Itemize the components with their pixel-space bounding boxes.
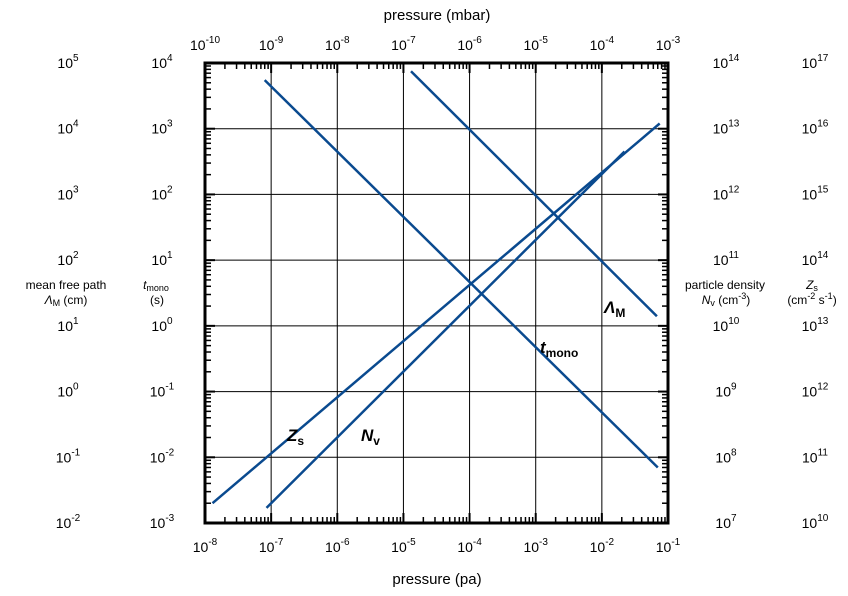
curve-nv (265, 150, 626, 509)
bottom-tick-label: 10-2 (590, 537, 615, 555)
density-axis-label-line2: Nv (cm-3) (702, 291, 751, 308)
mfp-tick-label: 101 (57, 316, 79, 334)
tmono-tick-label: 10-3 (150, 513, 175, 531)
zs-tick-label: 1012 (802, 382, 829, 400)
bottom-tick-label: 10-6 (325, 537, 350, 555)
curve-tmono (263, 79, 659, 469)
curve-zs (211, 122, 661, 505)
zs-tick-label: 1011 (802, 447, 828, 465)
top-tick-label: 10-6 (457, 35, 482, 53)
bottom-tick-label: 10-3 (523, 537, 548, 555)
zs-tick-label: 1015 (802, 184, 829, 202)
mfp-axis-label-line2: ΛM (cm) (44, 293, 88, 308)
top-tick-label: 10-5 (523, 35, 548, 53)
top-tick-label: 10-8 (325, 35, 350, 53)
density-tick-label: 107 (715, 513, 737, 531)
data-curves (211, 70, 661, 509)
tmono-axis-unit: (s) (150, 293, 164, 307)
tmono-tick-label: 101 (151, 250, 173, 268)
density-tick-label: 1011 (713, 250, 739, 268)
zs-tick-label: 1017 (802, 53, 829, 71)
bottom-tick-label: 10-7 (259, 537, 284, 555)
zs-tick-label: 1013 (802, 316, 829, 334)
density-tick-label: 1013 (713, 119, 740, 137)
curve-label-tmono: tmono (540, 338, 578, 360)
mfp-tick-label: 10-1 (56, 447, 81, 465)
tmono-tick-label: 10-2 (150, 447, 175, 465)
mfp-tick-label: 102 (57, 250, 79, 268)
density-tick-label: 108 (715, 447, 737, 465)
curve-label-lambda: ΛM (603, 298, 625, 320)
grid (205, 63, 668, 523)
mfp-tick-label: 100 (57, 382, 79, 400)
density-tick-label: 1014 (713, 53, 740, 71)
bottom-tick-label: 10-8 (193, 537, 218, 555)
mfp-axis-label-line1: mean free path (26, 278, 107, 292)
density-axis-label-line1: particle density (685, 278, 765, 292)
tmono-tick-label: 10-1 (150, 382, 175, 400)
mfp-tick-label: 104 (57, 119, 79, 137)
curve-label-zs: Zs (286, 426, 304, 448)
mfp-tick-label: 103 (57, 184, 79, 202)
curve-m (410, 70, 658, 318)
zs-axis-label: Zs (805, 278, 818, 293)
axis-ticks (204, 62, 669, 524)
zs-tick-label: 1014 (802, 250, 829, 268)
bottom-axis-title: pressure (pa) (392, 571, 481, 588)
bottom-tick-label: 10-4 (457, 537, 482, 555)
zs-axis-unit: (cm-2 s-1) (787, 291, 836, 307)
bottom-tick-label: 10-1 (656, 537, 681, 555)
curve-label-nv: Nv (361, 426, 380, 448)
zs-tick-label: 1010 (802, 513, 829, 531)
top-tick-label: 10-7 (391, 35, 416, 53)
top-axis-title: pressure (mbar) (384, 7, 491, 24)
top-tick-label: 10-4 (590, 35, 615, 53)
plot-frame (203, 61, 670, 525)
tmono-axis-label: tmono (143, 278, 169, 293)
mfp-tick-label: 105 (57, 53, 79, 71)
tmono-tick-label: 104 (151, 53, 173, 71)
bottom-tick-label: 10-5 (391, 537, 416, 555)
density-tick-label: 1010 (713, 316, 740, 334)
tmono-tick-label: 103 (151, 119, 173, 137)
tmono-tick-label: 100 (151, 316, 173, 334)
tmono-tick-label: 102 (151, 184, 173, 202)
tick-labels: 10-8 10-7 10-6 10-5 10-4 10-3 10-2 10-1 10-10 10-… (56, 35, 829, 555)
zs-tick-label: 1016 (802, 119, 829, 137)
top-tick-label: 10-10 (190, 35, 220, 53)
density-tick-label: 109 (715, 382, 737, 400)
mfp-tick-label: 10-2 (56, 513, 81, 531)
top-tick-label: 10-3 (656, 35, 681, 53)
top-tick-label: 10-9 (259, 35, 284, 53)
density-tick-label: 1012 (713, 184, 740, 202)
